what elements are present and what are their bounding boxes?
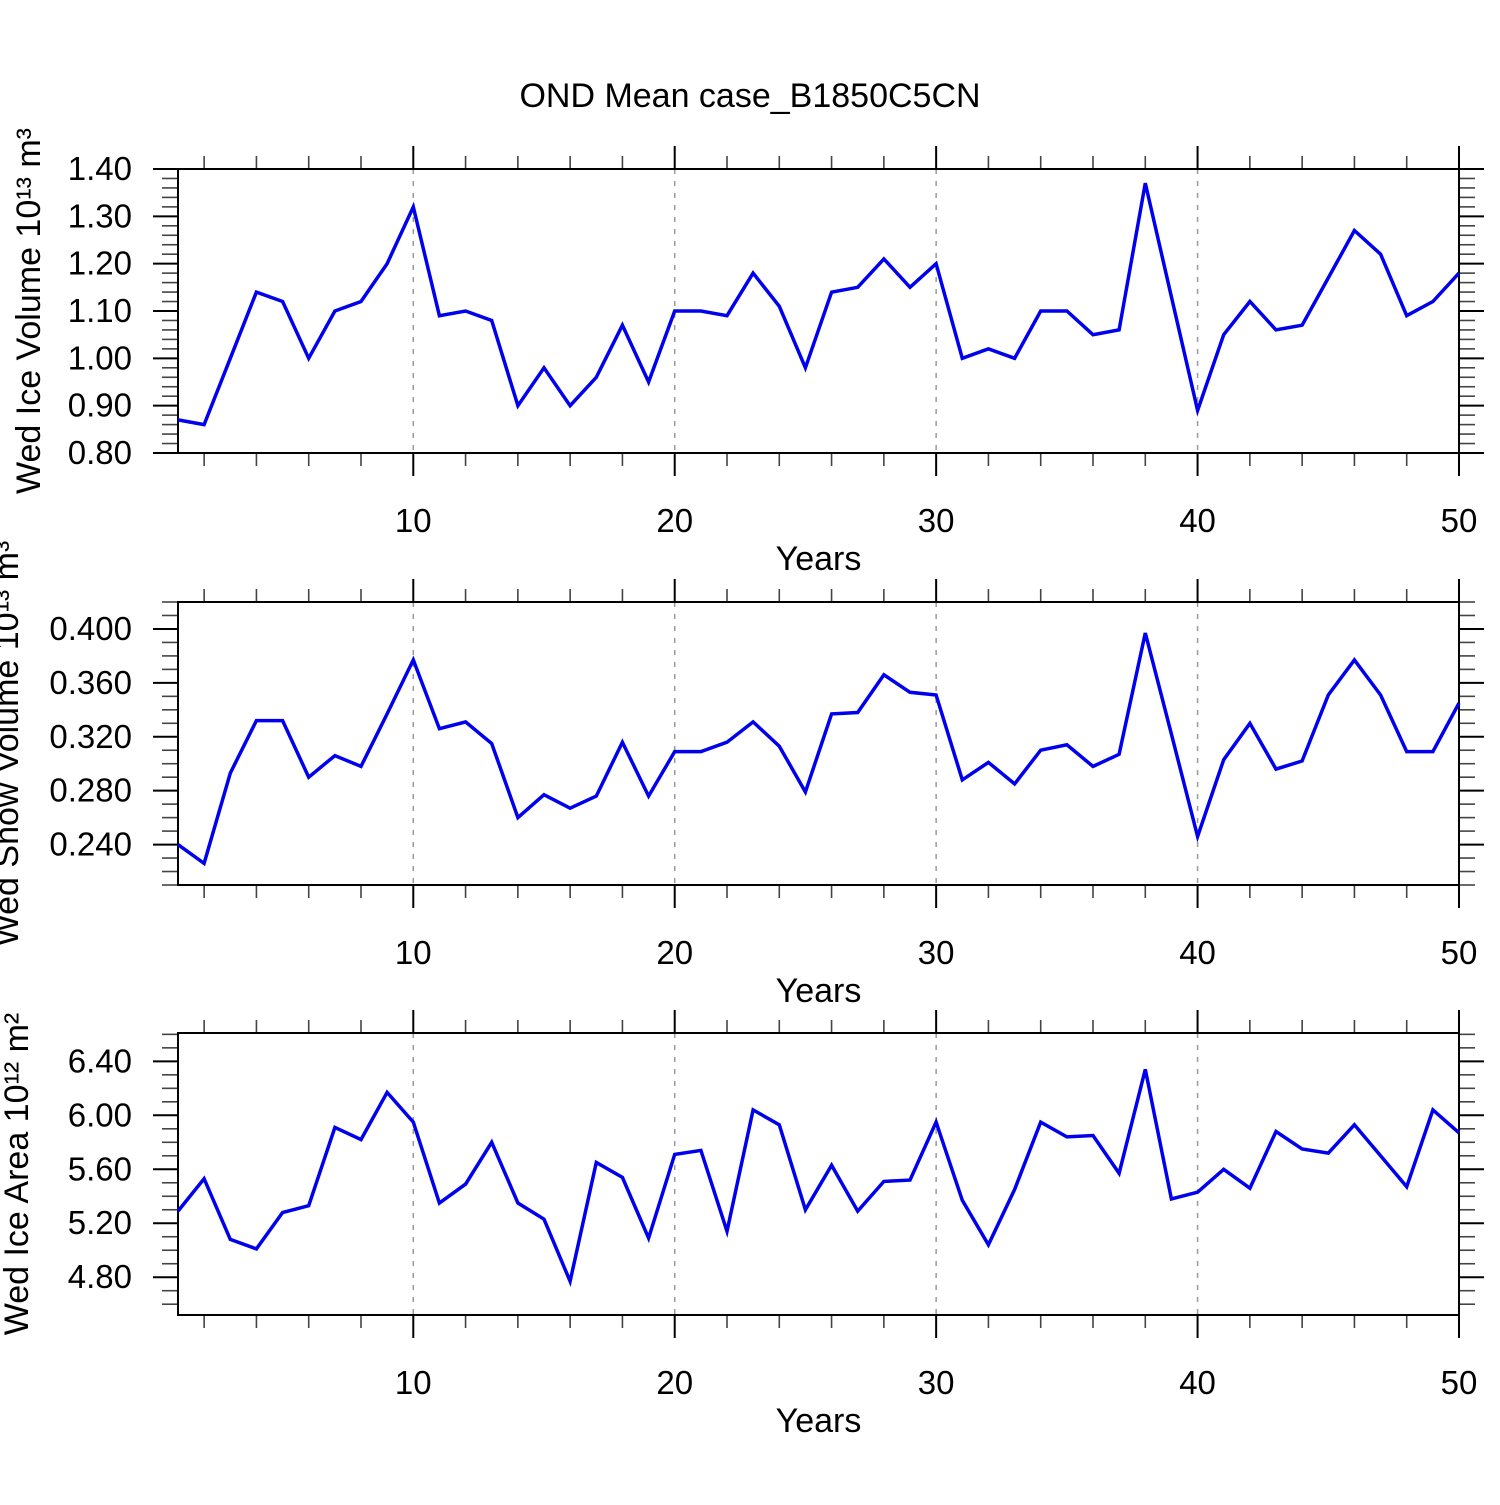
y-axis-title: Wed Snow Volume 10¹³ m³	[0, 541, 26, 947]
y-axis-title: Wed Ice Volume 10¹³ m³	[10, 128, 48, 494]
chart-3: 10 20 30 40 50 Years 4.80 5.20 5.60 6.00 6.40 Wed I…	[0, 1010, 1484, 1440]
figure-title: OND Mean case_B1850C5CN	[519, 77, 980, 115]
y-tick-label: 0.90	[68, 387, 132, 424]
x-tick-label: 50	[1441, 934, 1478, 971]
x-tick-label: 40	[1179, 934, 1216, 971]
x-tick-label: 40	[1179, 502, 1216, 539]
x-tick-label: 20	[656, 1364, 693, 1401]
y-tick-label: 1.40	[68, 150, 132, 187]
plot-box	[177, 1032, 1460, 1316]
x-axis-title: Years	[776, 972, 862, 1010]
plot-box	[177, 601, 1460, 886]
x-tick-label: 40	[1179, 1364, 1216, 1401]
y-tick-label: 6.00	[68, 1096, 132, 1133]
y-tick-label: 4.80	[68, 1258, 132, 1295]
y-tick-label: 5.60	[68, 1150, 132, 1187]
charts-root: 10 20 30 40 50 Years 0.80 0.90 1.00 1.10 1.20 1.30 1…	[0, 128, 1484, 1440]
y-axis-title: Wed Ice Area 10¹² m²	[0, 1013, 36, 1336]
chart-1: 10 20 30 40 50 Years 0.80 0.90 1.00 1.10 1.20 1.30 1…	[10, 128, 1484, 578]
y-tick-label: 1.30	[68, 197, 132, 234]
x-tick-label: 20	[656, 934, 693, 971]
series-line	[176, 632, 1461, 867]
x-tick-label: 20	[656, 502, 693, 539]
y-tick-label: 1.00	[68, 339, 132, 376]
x-tick-label: 10	[395, 1364, 432, 1401]
y-tick-label: 1.10	[68, 292, 132, 329]
y-tick-label: 0.360	[49, 664, 132, 701]
y-tick-label: 0.400	[49, 610, 132, 647]
plot-box	[177, 168, 1460, 454]
x-axis-title: Years	[776, 1402, 862, 1440]
x-tick-label: 30	[918, 934, 955, 971]
x-axis-title: Years	[776, 540, 862, 578]
chart-2: 10 20 30 40 50 Years 0.240 0.280 0.320 0.360 0.400…	[0, 541, 1484, 1010]
series-line	[177, 182, 1461, 427]
y-tick-label: 5.20	[68, 1204, 132, 1241]
y-tick-label: 0.80	[68, 434, 132, 471]
x-tick-label: 10	[395, 502, 432, 539]
y-tick-label: 1.20	[68, 245, 132, 282]
x-tick-label: 50	[1441, 1364, 1478, 1401]
y-tick-label: 0.320	[49, 718, 132, 755]
x-tick-label: 10	[395, 934, 432, 971]
y-tick-label: 6.40	[68, 1042, 132, 1079]
x-tick-label: 50	[1441, 502, 1478, 539]
x-tick-label: 30	[918, 1364, 955, 1401]
y-tick-label: 0.240	[49, 826, 132, 863]
x-tick-label: 30	[918, 502, 955, 539]
y-tick-label: 0.280	[49, 772, 132, 809]
series-line	[176, 1068, 1461, 1288]
